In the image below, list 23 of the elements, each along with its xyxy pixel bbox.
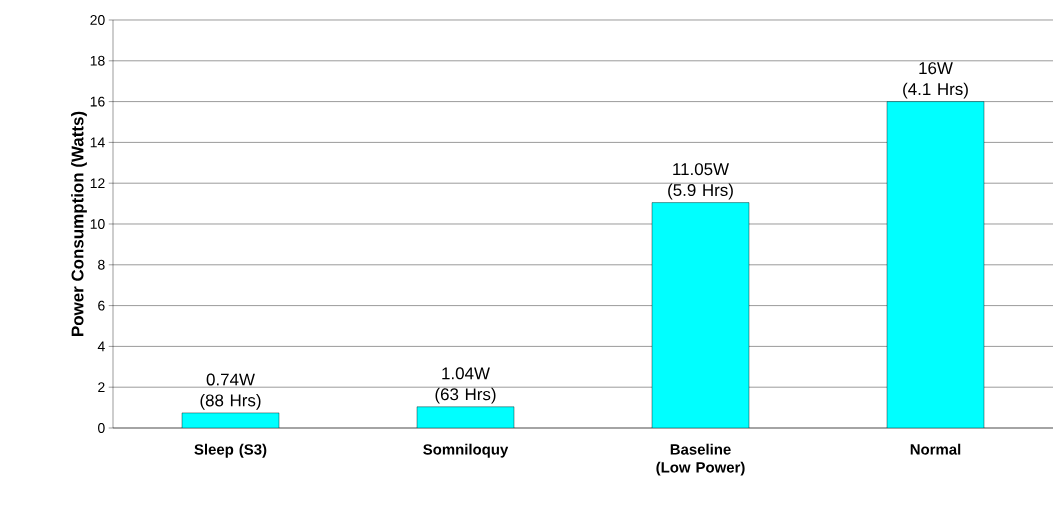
- y-tick-label: 18: [90, 55, 105, 66]
- y-tick-label: 6: [98, 300, 105, 311]
- data-label: 16W (4.1 Hrs): [903, 62, 968, 99]
- y-tick-label: 14: [90, 137, 105, 148]
- bar: [886, 101, 985, 428]
- y-tick-label: 4: [97, 341, 105, 352]
- x-tick-label: Baseline (Low Power): [656, 443, 745, 476]
- bar: [416, 406, 515, 428]
- x-tick-label: Normal: [910, 443, 961, 455]
- data-label: 11.05W (5.9 Hrs): [668, 163, 733, 200]
- data-label: 0.74W (88 Hrs): [200, 373, 261, 410]
- y-tick-label: 20: [90, 15, 105, 25]
- data-label: 1.04W (63 Hrs): [435, 367, 496, 404]
- x-tick-label: Sleep (S3): [194, 443, 267, 458]
- y-axis-title: Power Consumption (Watts): [71, 111, 87, 336]
- y-tick-label: 12: [90, 178, 105, 189]
- y-tick-label: 2: [98, 382, 105, 393]
- y-tick-label: 0: [98, 423, 105, 433]
- y-tick-label: 8: [98, 259, 105, 270]
- bar: [651, 202, 750, 428]
- y-tick-label: 10: [90, 219, 105, 229]
- x-tick-label: Somniloquy: [423, 443, 509, 458]
- y-tick-label: 16: [90, 96, 105, 107]
